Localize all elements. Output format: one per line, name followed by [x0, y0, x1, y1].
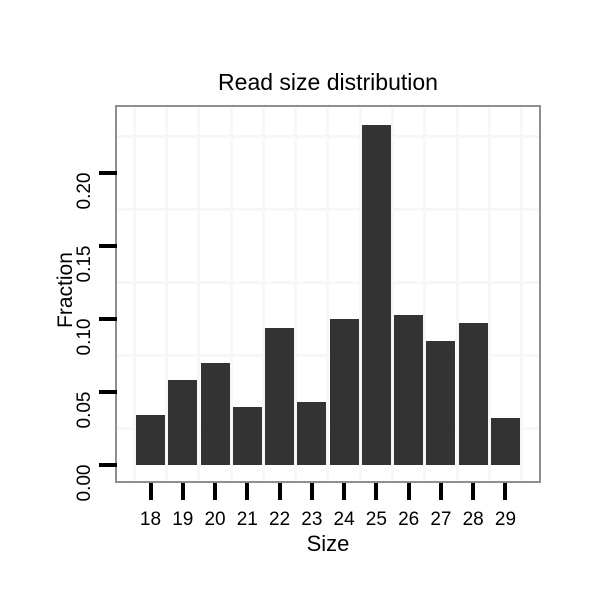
x-tick-label-21: 21	[236, 509, 258, 530]
bar-28	[458, 323, 488, 465]
y-tick-label-0.10: 0.10	[74, 318, 95, 356]
x-tick-label-18: 18	[139, 509, 162, 530]
x-tick-22	[277, 483, 282, 500]
x-tick-28	[471, 483, 476, 500]
gridline-vertical	[294, 107, 298, 481]
bar-24	[329, 319, 359, 465]
bar-19	[168, 380, 198, 465]
y-tick-0.05	[99, 390, 117, 394]
bar-23	[297, 402, 327, 465]
x-tick-label-27: 27	[430, 509, 452, 530]
gridline-vertical	[197, 107, 201, 481]
gridline-vertical	[229, 107, 233, 481]
bar-25	[361, 124, 391, 465]
y-tick-label-0.00: 0.00	[74, 464, 95, 502]
x-tick-label-19: 19	[172, 509, 194, 530]
gridline-horizontal	[117, 281, 539, 284]
gridline-vertical	[520, 107, 524, 481]
bar-22	[265, 327, 295, 465]
x-tick-29	[503, 483, 508, 500]
x-tick-label-22: 22	[269, 509, 291, 530]
y-tick-0.10	[99, 317, 117, 321]
x-tick-23	[309, 483, 314, 500]
x-tick-24	[342, 483, 347, 500]
x-tick-19	[180, 483, 185, 500]
gridline-vertical	[358, 107, 362, 481]
gridline-vertical	[487, 107, 491, 481]
gridline-vertical	[261, 107, 265, 481]
x-tick-label-26: 26	[398, 509, 420, 530]
y-tick-label-0.20: 0.20	[74, 172, 95, 210]
x-axis-title: Size	[306, 531, 350, 556]
gridline-horizontal	[117, 427, 539, 430]
x-tick-label-25: 25	[365, 509, 387, 530]
bar-29	[490, 418, 520, 465]
chart-title: Read size distribution	[218, 69, 438, 95]
bar-20	[200, 362, 230, 465]
y-tick-label-0.05: 0.05	[74, 391, 95, 429]
x-tick-18	[148, 483, 153, 500]
gridline-vertical	[455, 107, 459, 481]
x-tick-label-28: 28	[462, 509, 484, 530]
gridline-vertical	[423, 107, 427, 481]
x-tick-label-23: 23	[301, 509, 323, 530]
bar-21	[232, 406, 262, 465]
bar-18	[135, 415, 165, 465]
gridline-vertical	[326, 107, 330, 481]
y-tick-label-0.15: 0.15	[74, 245, 95, 283]
gridline-vertical	[132, 107, 136, 481]
bar-26	[394, 314, 424, 465]
x-tick-label-29: 29	[494, 509, 517, 530]
y-tick-0.15	[99, 244, 117, 248]
x-tick-21	[245, 483, 250, 500]
y-tick-0.00	[99, 463, 117, 467]
gridline-horizontal	[117, 354, 539, 357]
x-tick-27	[438, 483, 443, 500]
y-tick-0.20	[99, 171, 117, 175]
x-tick-label-20: 20	[204, 509, 226, 530]
gridline-vertical	[391, 107, 395, 481]
gridline-horizontal	[117, 208, 539, 211]
x-tick-label-24: 24	[333, 509, 355, 530]
bar-27	[426, 340, 456, 465]
x-tick-25	[374, 483, 379, 500]
gridline-horizontal	[117, 135, 539, 138]
gridline-vertical	[165, 107, 169, 481]
x-tick-20	[213, 483, 218, 500]
x-tick-26	[406, 483, 411, 500]
